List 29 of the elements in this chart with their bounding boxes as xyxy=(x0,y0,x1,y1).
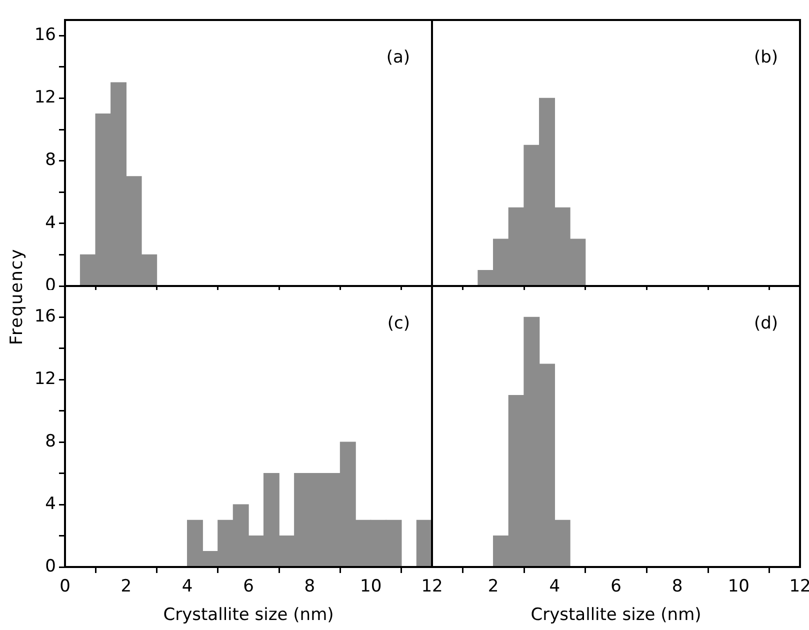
x-tick-label: 0 xyxy=(60,576,70,597)
annotation: (d) xyxy=(754,313,778,334)
x-tick-label: 6 xyxy=(610,576,622,597)
annotation: (c) xyxy=(387,313,410,334)
x-tick-label: 10 xyxy=(728,576,750,597)
x-axis-title: Crystallite size (nm) xyxy=(530,605,702,626)
x-tick-label: 2 xyxy=(488,576,499,597)
x-axis-title: Crystallite size (nm) xyxy=(163,605,334,626)
x-tick-label: 12 xyxy=(421,576,443,597)
x-tick-label: 12 xyxy=(789,576,809,597)
x-tick-label: 4 xyxy=(182,576,193,597)
y-tick-label: 12 xyxy=(34,369,56,390)
annotation: (b) xyxy=(754,47,778,68)
y-tick-label: 8 xyxy=(45,432,56,452)
y-tick-label: 16 xyxy=(34,306,56,327)
x-tick-label: 8 xyxy=(304,576,316,597)
y-tick-label: 16 xyxy=(34,25,56,46)
annotation: (a) xyxy=(386,47,410,68)
x-tick-label: 4 xyxy=(549,576,560,597)
x-tick-label: 10 xyxy=(360,576,382,597)
x-tick-label: 6 xyxy=(243,576,254,597)
y-tick-label: 0 xyxy=(45,556,56,576)
x-tick-label: 8 xyxy=(672,576,683,597)
y-axis-title: Frequency xyxy=(7,248,27,345)
y-tick-label: 12 xyxy=(34,88,56,108)
y-tick-label: 8 xyxy=(45,150,56,170)
y-tick-label: 4 xyxy=(45,212,56,233)
x-tick-label: 2 xyxy=(120,576,132,597)
y-tick-label: 4 xyxy=(45,494,56,514)
